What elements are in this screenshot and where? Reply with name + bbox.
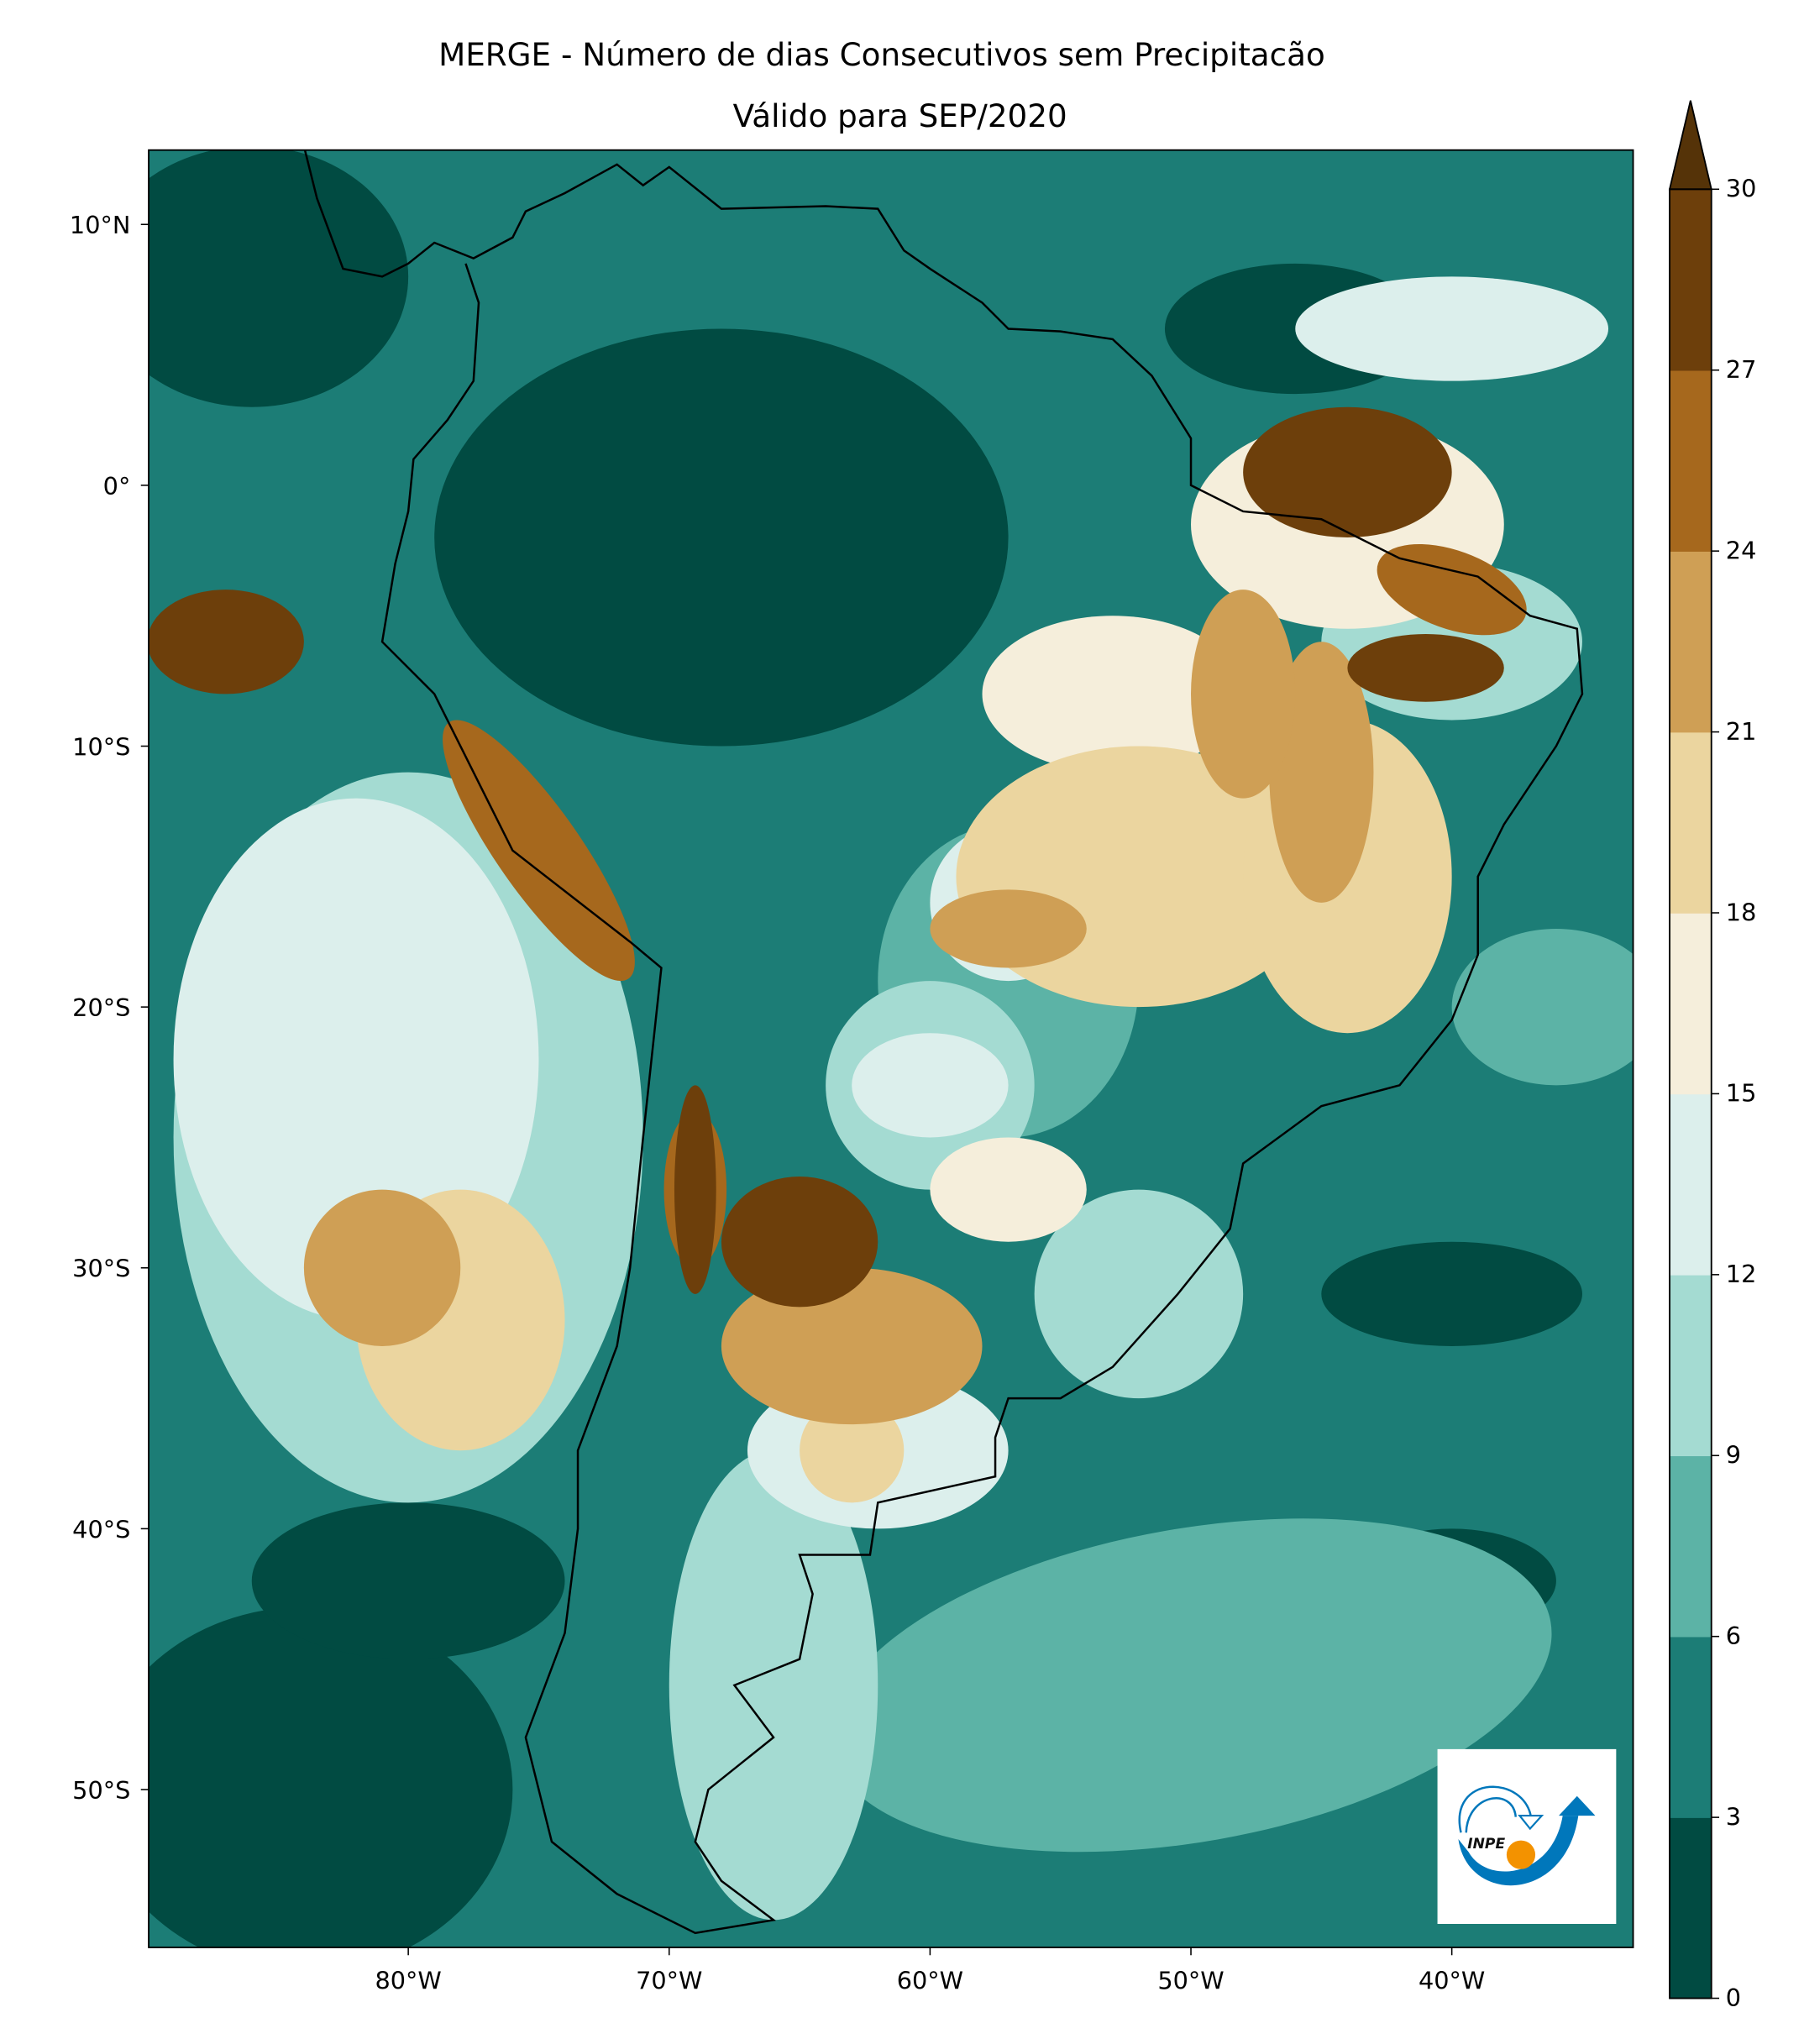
precip-region <box>721 1177 878 1308</box>
precip-region <box>173 798 539 1320</box>
x-axis: 80°W 70°W 60°W 50°W 40°W <box>375 1947 1485 1995</box>
x-tick-label: 40°W <box>1419 1967 1485 1995</box>
precip-region <box>1295 276 1609 381</box>
colorbar-segment <box>1670 1093 1712 1276</box>
colorbar-label: 0 <box>1726 1984 1741 2012</box>
y-tick-label: 30°S <box>72 1255 130 1283</box>
precip-region <box>1243 406 1452 538</box>
precip-region <box>1269 642 1374 903</box>
precip-region <box>669 1450 878 1921</box>
precip-region <box>1034 1189 1244 1399</box>
colorbar-segment <box>1670 1274 1712 1457</box>
colorbar-label: 30 <box>1726 175 1757 203</box>
y-tick-label: 10°S <box>72 732 130 761</box>
precip-region <box>852 1033 1009 1138</box>
colorbar: 0 3 6 9 12 15 18 21 24 27 30 <box>1668 100 1757 2012</box>
precip-region <box>800 1398 905 1503</box>
x-tick-label: 80°W <box>375 1967 441 1995</box>
colorbar-label: 12 <box>1726 1260 1757 1288</box>
inpe-logo: INPE <box>1437 1748 1617 1924</box>
colorbar-label: 9 <box>1726 1441 1741 1470</box>
colorbar-segment <box>1670 189 1712 371</box>
colorbar-segment <box>1670 369 1712 552</box>
y-tick-label: 20°S <box>72 993 130 1022</box>
colorbar-label: 15 <box>1726 1079 1757 1108</box>
colorbar-segment <box>1670 1455 1712 1638</box>
colorbar-segment <box>1670 551 1712 733</box>
precip-region <box>1451 928 1634 1086</box>
colorbar-label: 18 <box>1726 898 1757 926</box>
logo-text: INPE <box>1467 1836 1505 1853</box>
map-frame <box>148 149 1634 1948</box>
precip-region <box>434 328 1009 747</box>
precip-region <box>674 1085 716 1294</box>
colorbar-label: 21 <box>1726 717 1757 746</box>
y-axis: 10°N 0° 10°S 20°S 30°S 40°S 50°S <box>70 211 149 1805</box>
coastline <box>303 149 1584 1935</box>
x-tick-label: 50°W <box>1157 1967 1224 1995</box>
precip-region <box>721 1267 983 1425</box>
colorbar-segment <box>1670 1636 1712 1818</box>
precip-region <box>251 1502 565 1659</box>
y-tick-label: 10°N <box>70 211 130 239</box>
precip-region <box>303 1189 461 1346</box>
y-tick-label: 50°S <box>72 1776 130 1805</box>
precip-region <box>149 149 409 407</box>
precip-region <box>1347 633 1504 702</box>
title-line-2: Válido para SEP/2020 <box>733 97 1067 134</box>
colorbar-segment <box>1670 1817 1712 1999</box>
y-tick-label: 0° <box>103 472 131 501</box>
x-tick-label: 70°W <box>636 1967 702 1995</box>
title-line-1: MERGE - Número de dias Consecutivos sem … <box>438 36 1325 73</box>
x-tick-label: 60°W <box>897 1967 963 1995</box>
precip-region <box>149 1606 513 1947</box>
y-tick-label: 40°S <box>72 1515 130 1543</box>
precip-region <box>1191 590 1296 799</box>
colorbar-label: 24 <box>1726 536 1757 564</box>
precip-region <box>830 1518 1552 1853</box>
precip-region <box>149 590 304 694</box>
colorbar-label: 6 <box>1726 1622 1741 1650</box>
colorbar-segment <box>1670 731 1712 914</box>
precip-region <box>1377 543 1527 636</box>
precip-region <box>1321 1241 1582 1346</box>
map-panel <box>149 149 1634 1947</box>
precip-region <box>443 720 635 982</box>
colorbar-label: 3 <box>1726 1802 1741 1831</box>
colorbar-extend-arrow <box>1668 100 1712 191</box>
precip-region <box>930 1137 1087 1242</box>
colorbar-segment <box>1670 913 1712 1095</box>
precip-region <box>930 889 1087 968</box>
colorbar-label: 27 <box>1726 355 1757 384</box>
precip-region <box>982 616 1244 773</box>
